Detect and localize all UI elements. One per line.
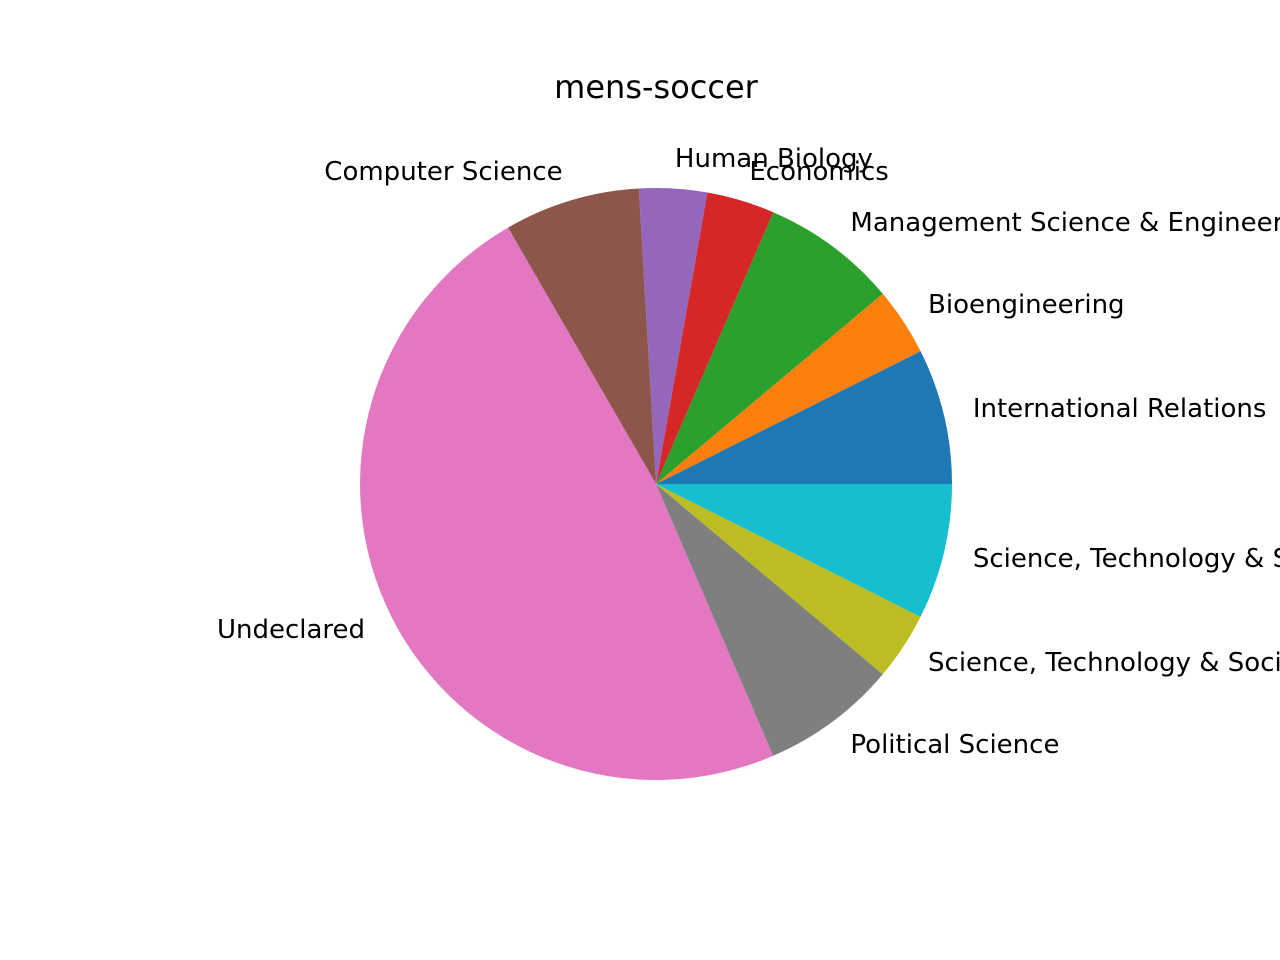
pie-slice-7 (656, 484, 883, 756)
pie-slice-label-4: Human Biology (675, 144, 873, 174)
pie-slice-label-8: Science, Technology & Society (928, 648, 1280, 678)
pie-slices (360, 188, 952, 780)
pie-slice-8 (656, 484, 921, 675)
pie-slice-2 (656, 212, 883, 484)
pie-slice-label-3: Economics (749, 157, 888, 187)
pie-labels: International Relations Bioengineering Man… (217, 144, 1280, 760)
pie-slice-6 (360, 227, 774, 780)
pie-slice-1 (656, 293, 921, 484)
pie-slice-5 (508, 188, 656, 484)
pie-slice-0 (656, 351, 952, 484)
pie-slice-label-2: Management Science & Engineering (850, 208, 1280, 238)
pie-slice-4 (638, 188, 708, 485)
pie-slice-label-6: Undeclared (217, 615, 365, 645)
pie-slice-label-5: Computer Science (324, 157, 562, 187)
pie-slice-label-1: Bioengineering (928, 290, 1125, 320)
pie-slice-9 (656, 484, 952, 617)
pie-slice-label-7: Political Science (850, 730, 1059, 760)
pie-slice-label-9: Science, Technology & Society (973, 544, 1280, 574)
chart-title: mens-soccer (554, 68, 758, 106)
pie-slice-label-0: International Relations (973, 394, 1267, 424)
pie-slice-3 (656, 192, 774, 484)
